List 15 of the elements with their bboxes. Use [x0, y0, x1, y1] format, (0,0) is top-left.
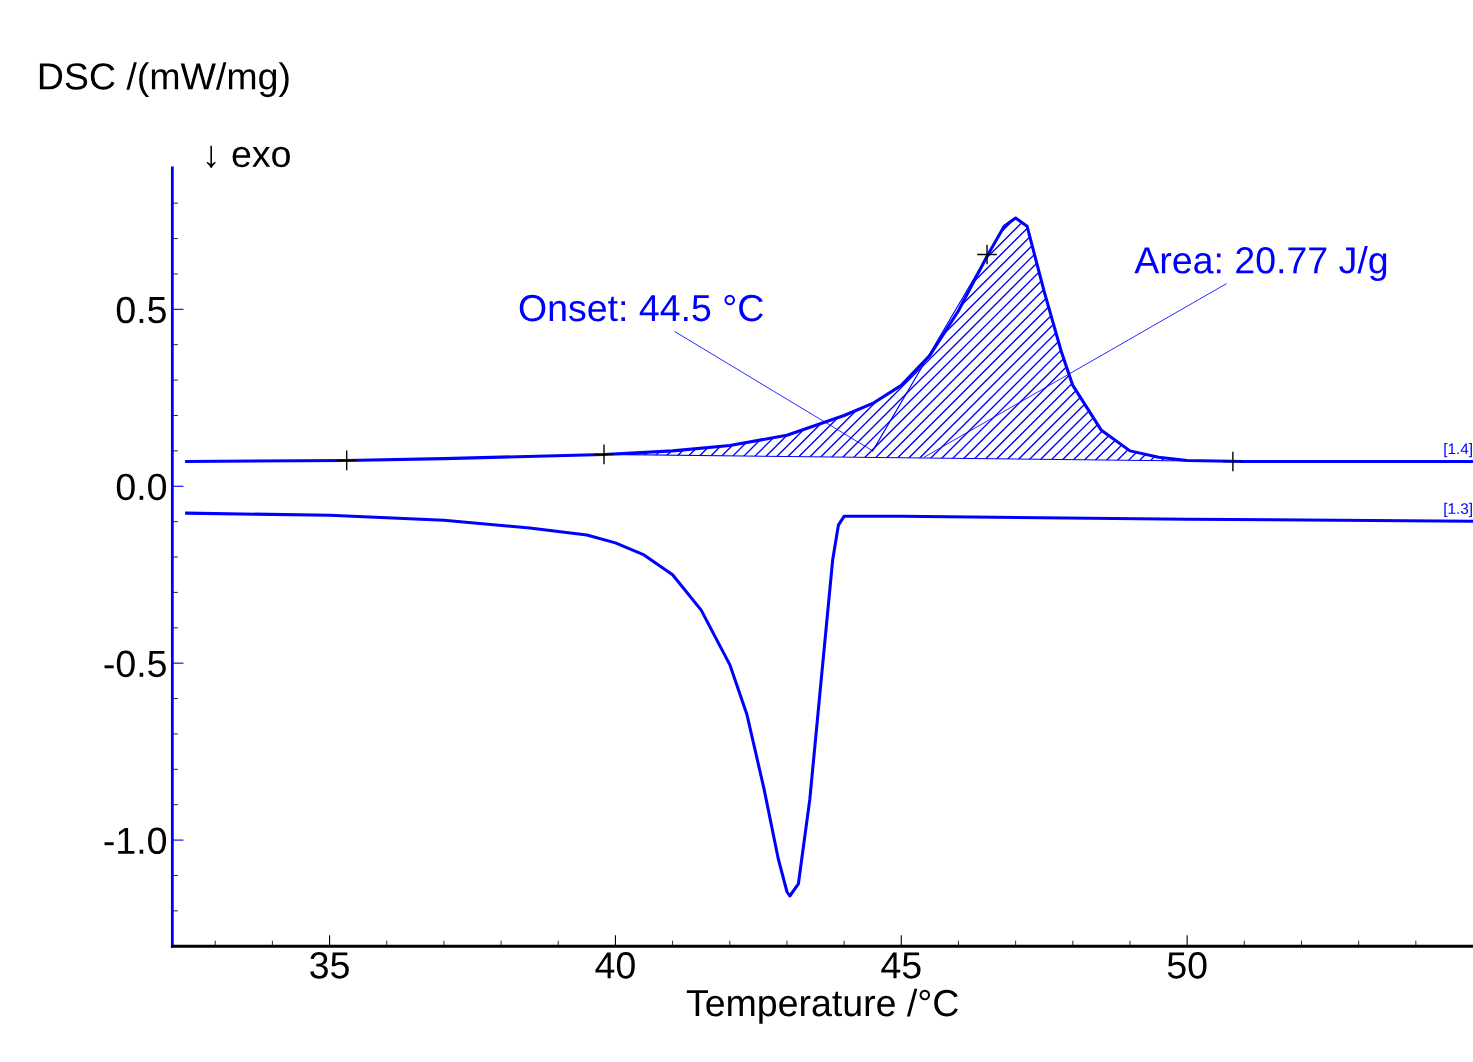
series-label: [1.4] [1444, 442, 1472, 458]
annotation: Onset: 44.5 °C [519, 294, 763, 322]
y-tick-label: -1.0 [104, 827, 167, 855]
series-label: [1.3] [1444, 502, 1472, 518]
x-axis-title: Temperature /°C [686, 988, 958, 1024]
x-tick-label: 35 [310, 952, 349, 979]
x-tick-label: 45 [881, 952, 921, 979]
annotation: Area: 20.77 J/g [1134, 246, 1387, 282]
x-tick-label: 40 [595, 952, 635, 979]
y-tick-label: 0.5 [116, 296, 166, 324]
x-tick-label: 50 [1167, 952, 1207, 979]
y-tick-label: 0.0 [116, 473, 167, 501]
y-tick-label: -0.5 [104, 650, 166, 678]
y-axis-title: DSC /(mW/mg) [39, 62, 289, 98]
annotation: ↓ exo [206, 145, 290, 168]
